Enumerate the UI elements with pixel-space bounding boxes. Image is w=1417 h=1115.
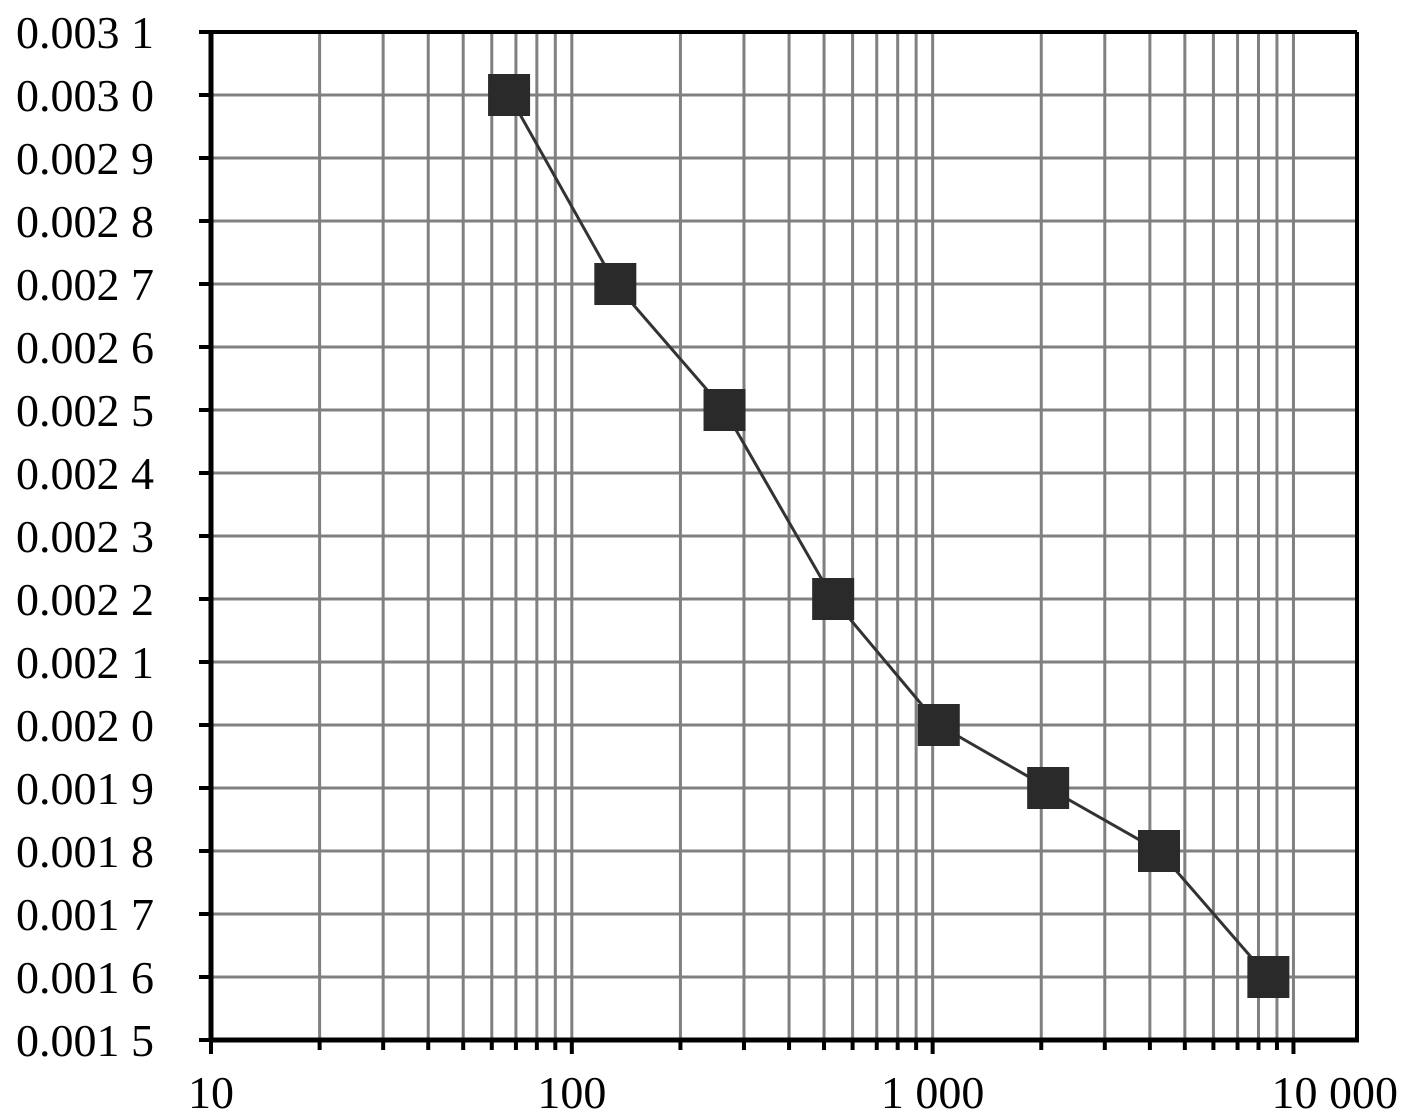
y-tick-label: 0.002 5 bbox=[16, 385, 154, 436]
y-tick-label: 0.003 0 bbox=[16, 70, 154, 121]
x-tick-label: 10 000 bbox=[1272, 1067, 1399, 1115]
y-tick-label: 0.001 6 bbox=[16, 952, 154, 1003]
y-tick-label: 0.001 5 bbox=[16, 1015, 154, 1066]
y-tick-label: 0.001 8 bbox=[16, 826, 154, 877]
y-tick-label: 0.002 9 bbox=[16, 133, 154, 184]
x-tick-labels: 10 100 1 000 10 000 bbox=[188, 1067, 1398, 1115]
axes bbox=[199, 30, 1359, 1054]
series bbox=[488, 74, 1290, 998]
y-tick-labels: 0.003 1 0.003 0 0.002 9 0.002 8 0.002 7 0.002… bbox=[16, 7, 154, 1066]
x-tick-label: 1 000 bbox=[881, 1067, 985, 1115]
data-point-marker bbox=[488, 74, 531, 116]
data-point-marker bbox=[1138, 830, 1181, 872]
y-tick-label: 0.003 1 bbox=[16, 7, 154, 58]
y-tick-label: 0.002 7 bbox=[16, 259, 154, 310]
y-tick-label: 0.001 9 bbox=[16, 763, 154, 814]
grid bbox=[209, 30, 1357, 1042]
x-tick-label: 100 bbox=[537, 1067, 606, 1115]
y-tick-label: 0.001 7 bbox=[16, 889, 154, 940]
y-tick-label: 0.002 6 bbox=[16, 322, 154, 373]
data-point-marker bbox=[1027, 767, 1070, 809]
y-tick-label: 0.002 0 bbox=[16, 700, 154, 751]
y-tick-label: 0.002 4 bbox=[16, 448, 154, 499]
data-point-marker bbox=[703, 389, 746, 431]
y-tick-label: 0.002 8 bbox=[16, 196, 154, 247]
data-point-marker bbox=[1247, 956, 1290, 998]
data-point-marker bbox=[917, 704, 960, 746]
y-tick-label: 0.002 3 bbox=[16, 511, 154, 562]
y-tick-label: 0.002 2 bbox=[16, 574, 154, 625]
y-tick-label: 0.002 1 bbox=[16, 637, 154, 688]
x-tick-label: 10 bbox=[188, 1067, 234, 1115]
data-point-marker bbox=[812, 578, 855, 620]
data-point-marker bbox=[594, 263, 637, 305]
